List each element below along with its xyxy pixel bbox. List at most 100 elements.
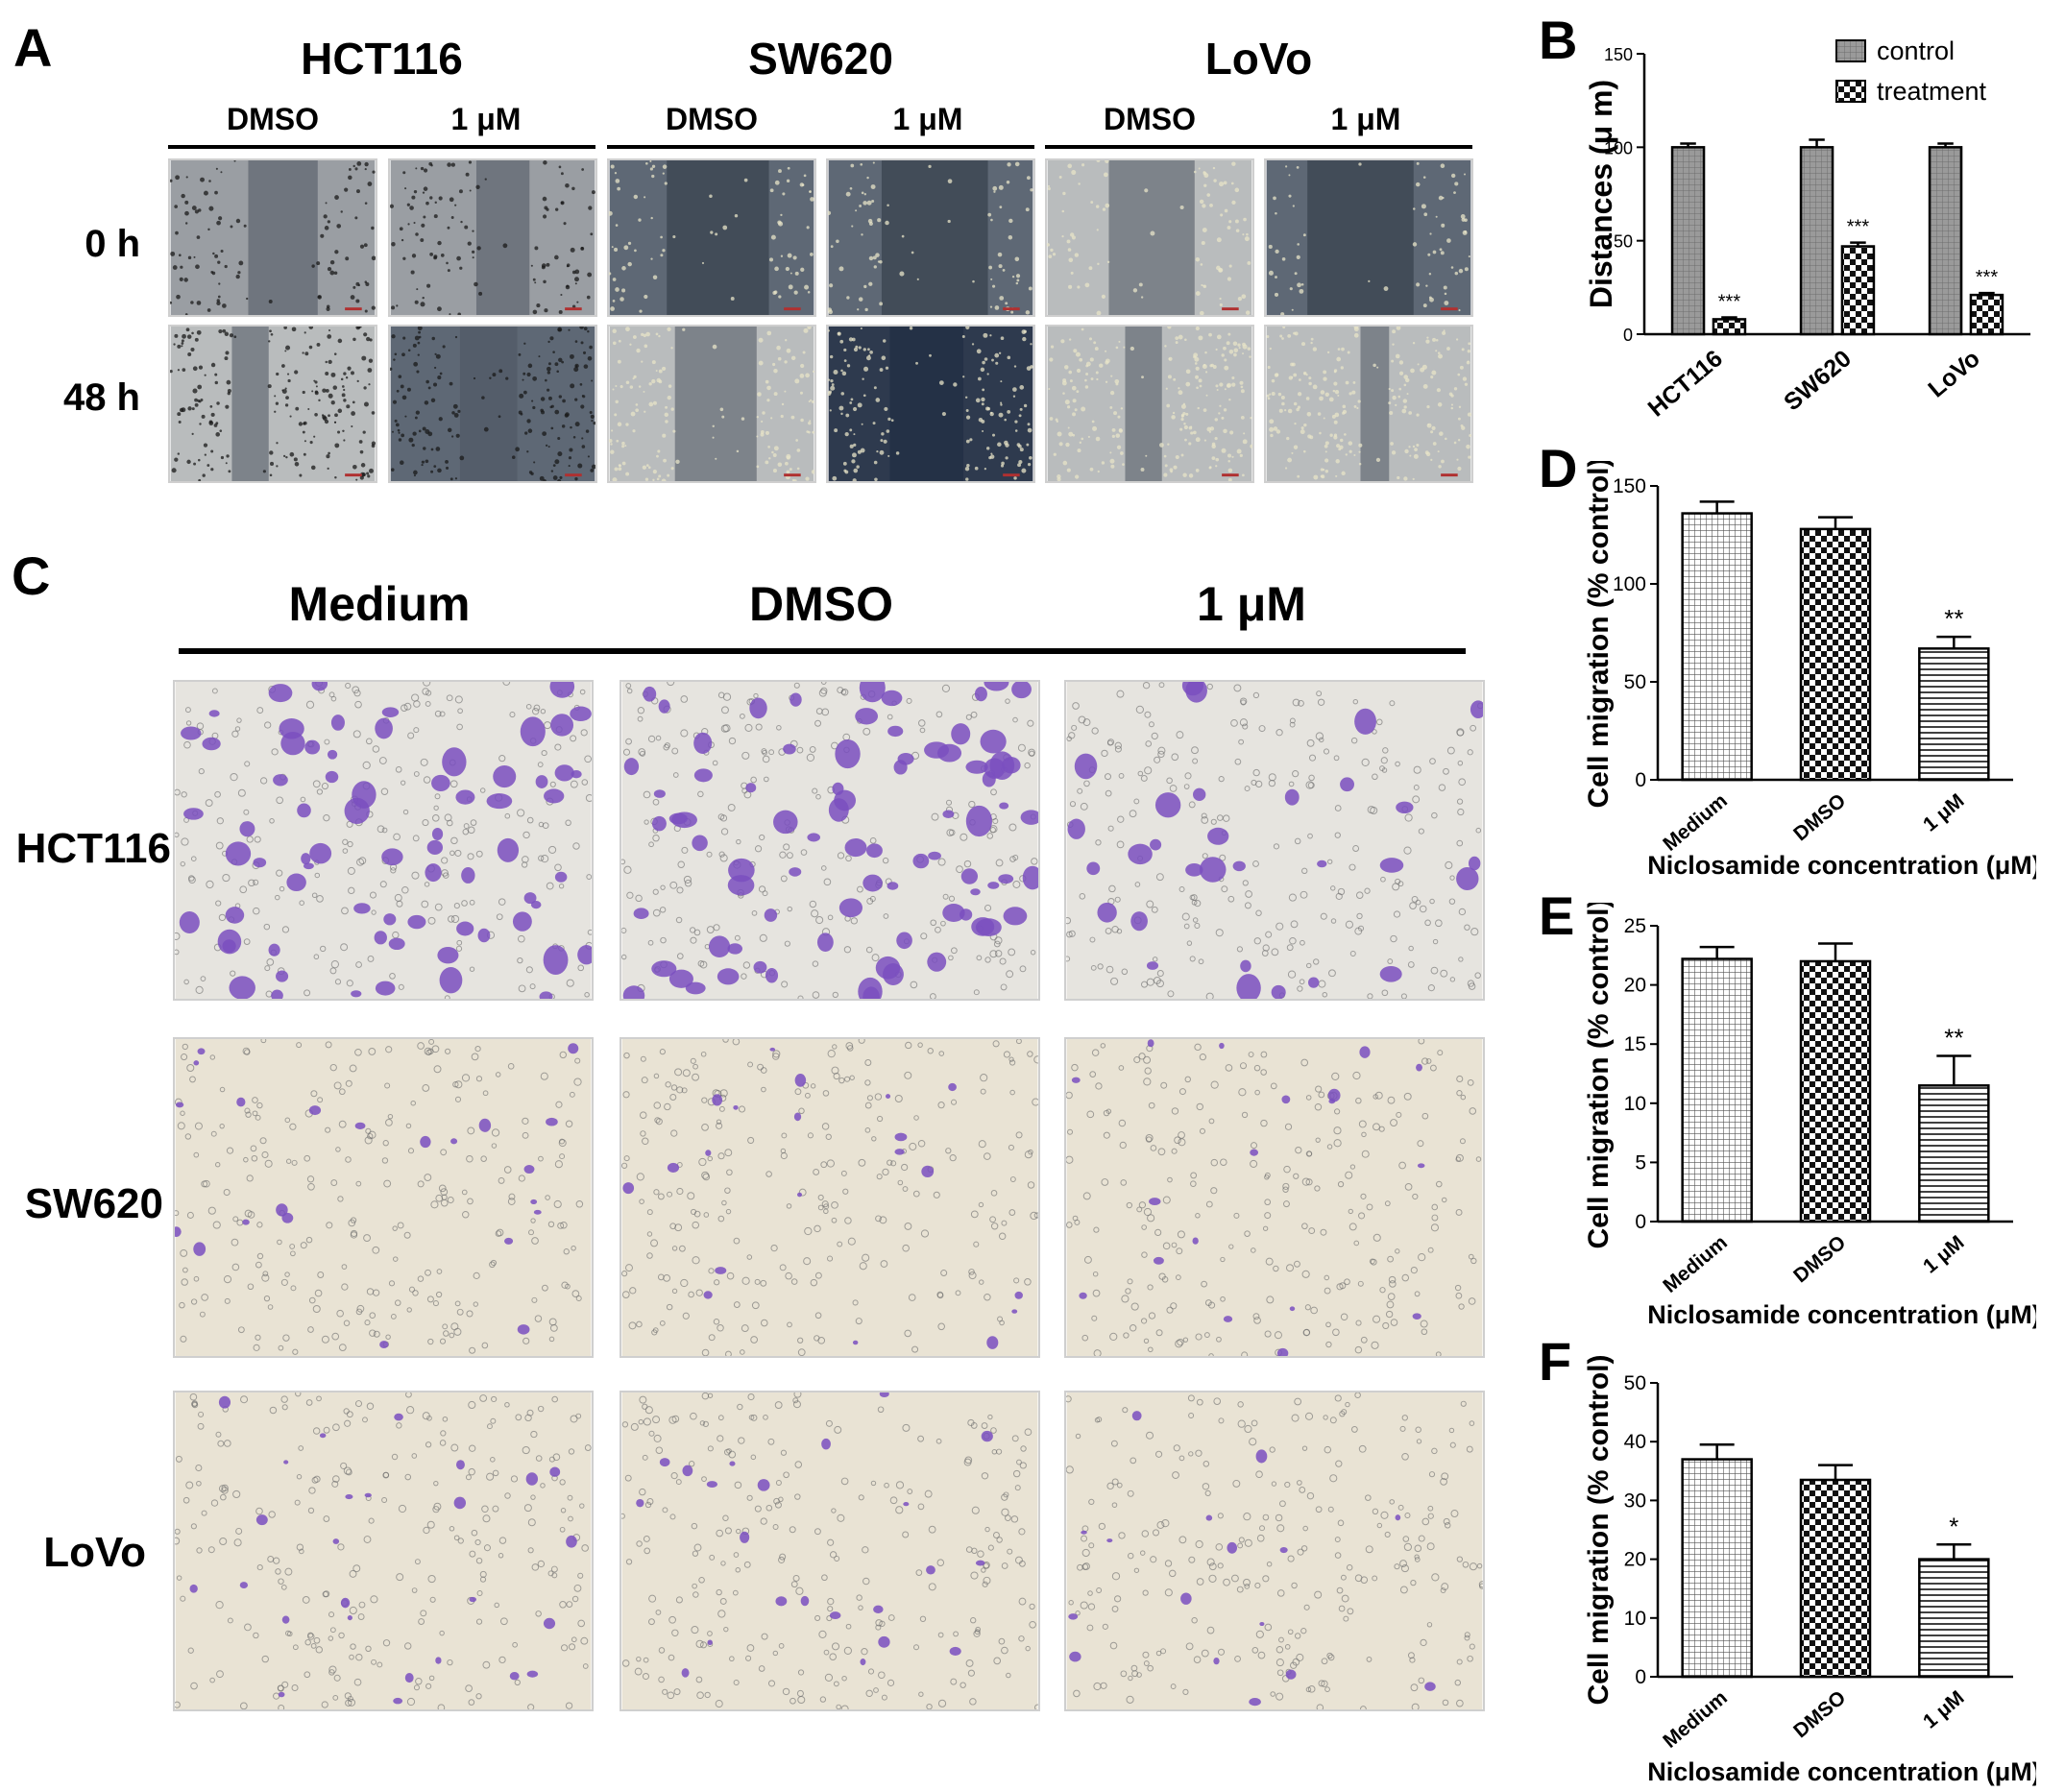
panel-a-group-hct116: HCT116	[301, 34, 463, 84]
y-tick-label: 50	[1624, 1372, 1646, 1394]
y-tick-label: 0	[1635, 1211, 1646, 1233]
axes: 0 50 100 150 Distances (μ m)	[1585, 45, 2030, 345]
y-tick-label: 5	[1635, 1151, 1646, 1174]
bar-lovo-s1	[1969, 293, 2004, 336]
y-tick-label: 20	[1624, 975, 1646, 997]
y-tick-label: 15	[1624, 1033, 1646, 1055]
y-tick-label: 0	[1623, 326, 1633, 345]
panel-a-cond-sw620-1um: 1 μM	[892, 102, 963, 136]
panel-label-e: E	[1539, 885, 1575, 946]
panel-a-group-sw620: SW620	[748, 34, 893, 84]
transwell-image-sw620-dmso	[620, 1037, 1040, 1358]
bar-lovo-s0	[1928, 146, 1963, 336]
panel-a-group-lovo: LoVo	[1204, 34, 1313, 84]
wound-image-hct116-dmso-48h	[168, 325, 377, 483]
significance-marker: ***	[1976, 267, 1999, 288]
legend: control treatment	[1835, 36, 1987, 106]
panel-c-row-lovo: LoVo	[43, 1529, 146, 1576]
significance-marker: ***	[1847, 217, 1870, 238]
y-tick-label: 100	[1613, 573, 1646, 595]
y-tick-label: 150	[1613, 475, 1646, 497]
wound-image-sw620-1um-0h	[826, 158, 1035, 317]
panel-label-f: F	[1539, 1331, 1572, 1392]
panel-c-col-1um: 1 μM	[1197, 577, 1306, 631]
y-axis-label: Distances (μ m)	[1585, 80, 1618, 308]
bar-1-m	[1918, 1084, 1990, 1223]
panel-e-chart: 0 5 10 15 20 25 Cell migration (% control) Nicl…	[1585, 903, 2036, 1329]
wound-image-hct116-1um-0h	[388, 158, 597, 317]
wound-image-sw620-1um-48h	[826, 325, 1035, 483]
x-tick-label: Medium	[1659, 789, 1732, 856]
bar-1-m	[1918, 647, 1990, 782]
y-tick-label: 10	[1624, 1093, 1646, 1115]
panel-label-c: C	[12, 545, 51, 606]
panel-a-row-48h: 48 h	[62, 376, 140, 419]
bar-medium	[1681, 1458, 1753, 1679]
panel-c-divider	[179, 648, 1466, 654]
transwell-image-lovo-1um	[1064, 1391, 1485, 1711]
y-tick-label: 25	[1624, 915, 1646, 937]
panel-label-b: B	[1539, 10, 1578, 70]
bar-hct116-s1	[1712, 318, 1747, 336]
y-tick-label: 10	[1624, 1608, 1646, 1630]
significance-marker: ***	[1718, 291, 1741, 312]
panel-a-divider-lovo	[1045, 145, 1472, 149]
legend-swatch	[1835, 39, 1866, 62]
y-tick-label: 0	[1635, 1666, 1646, 1688]
bar-hct116-s0	[1670, 146, 1706, 336]
panel-c-col-medium: Medium	[288, 577, 471, 631]
transwell-image-hct116-dmso	[620, 680, 1040, 1001]
bar-1-m	[1918, 1558, 1990, 1679]
y-tick-label: 50	[1614, 232, 1633, 252]
panel-c-row-sw620: SW620	[24, 1180, 163, 1227]
y-axis-label: Cell migration (% control)	[1585, 1354, 1615, 1705]
panel-a-divider-hct116	[168, 145, 595, 149]
panel-a-cond-sw620-dmso: DMSO	[666, 102, 758, 136]
x-tick-label: 1 μM	[1919, 1231, 1968, 1277]
transwell-image-lovo-medium	[173, 1391, 594, 1711]
y-tick-label: 20	[1624, 1549, 1646, 1571]
wound-image-lovo-dmso-0h	[1045, 158, 1254, 317]
panel-c-row-hct116: HCT116	[15, 825, 171, 872]
y-tick-label: 100	[1604, 138, 1633, 157]
transwell-image-sw620-1um	[1064, 1037, 1485, 1358]
transwell-image-hct116-1um	[1064, 680, 1485, 1001]
panel-label-a: A	[13, 17, 53, 78]
x-tick-label: Medium	[1659, 1686, 1732, 1753]
significance-marker: **	[1944, 604, 1963, 633]
wound-image-lovo-1um-48h	[1264, 325, 1473, 483]
panel-c-col-dmso: DMSO	[749, 577, 893, 631]
x-tick-label: Medium	[1659, 1231, 1732, 1297]
panel-a-cond-lovo-1um: 1 μM	[1330, 102, 1401, 136]
wound-image-lovo-1um-0h	[1264, 158, 1473, 317]
bar-dmso	[1799, 527, 1872, 782]
wound-image-hct116-1um-48h	[388, 325, 597, 483]
wound-image-sw620-dmso-0h	[607, 158, 816, 317]
panel-a-cond-hct116-dmso: DMSO	[227, 102, 319, 136]
bar-dmso	[1799, 959, 1872, 1223]
x-tick-label: DMSO	[1789, 789, 1850, 845]
panel-a-cond-hct116-1um: 1 μM	[450, 102, 522, 136]
y-tick-label: 150	[1604, 45, 1633, 64]
x-axis-label: Niclosamide concentration (μM)	[1647, 1757, 2036, 1786]
significance-marker: **	[1944, 1024, 1963, 1053]
panel-a-divider-sw620	[607, 145, 1034, 149]
x-tick-label: 1 μM	[1919, 1686, 1968, 1732]
panel-label-d: D	[1539, 438, 1578, 498]
y-tick-label: 40	[1624, 1431, 1646, 1453]
bar-medium	[1681, 512, 1753, 782]
y-tick-label: 30	[1624, 1489, 1646, 1512]
x-tick-label: DMSO	[1789, 1686, 1850, 1742]
wound-image-lovo-dmso-48h	[1045, 325, 1254, 483]
panel-a-row-0h: 0 h	[85, 223, 140, 265]
bar-medium	[1681, 957, 1753, 1223]
y-tick-label: 0	[1635, 769, 1646, 791]
wound-image-sw620-dmso-48h	[607, 325, 816, 483]
legend-swatch	[1835, 80, 1866, 103]
axes: 0 5 10 15 20 25 Cell migration (% control) Nicl…	[1585, 903, 2036, 1329]
y-tick-label: 50	[1624, 671, 1646, 693]
x-tick-label: HCT116	[1643, 345, 1728, 422]
wound-image-hct116-dmso-0h	[168, 158, 377, 317]
transwell-image-hct116-medium	[173, 680, 594, 1001]
y-axis-label: Cell migration (% control)	[1585, 903, 1615, 1249]
